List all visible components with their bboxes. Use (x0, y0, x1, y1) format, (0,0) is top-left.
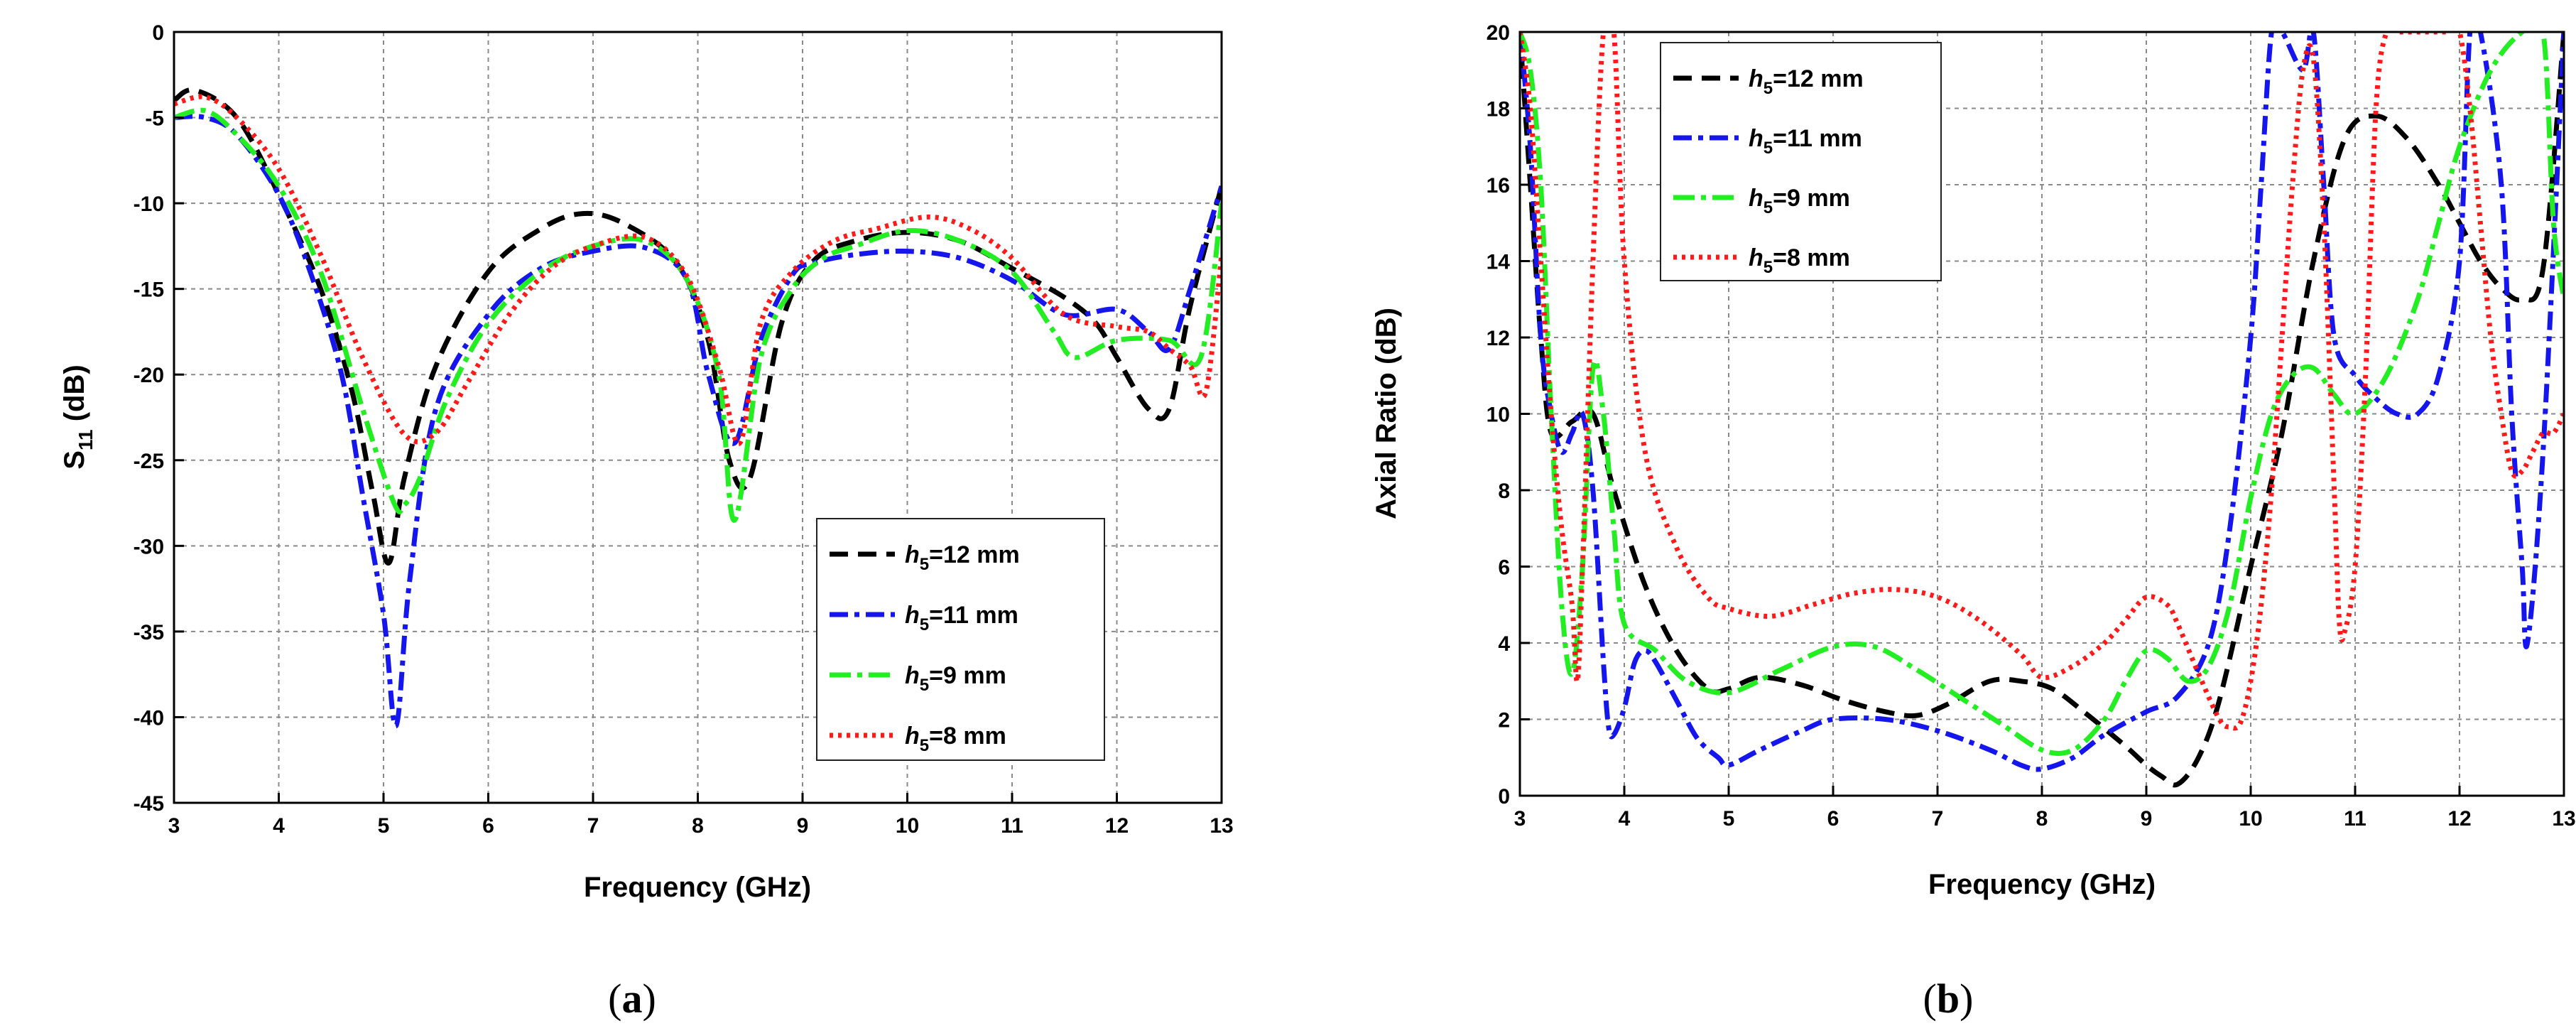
panel-b-x-tick-label: 5 (1723, 807, 1735, 831)
panel-a-caption: (a) (608, 975, 656, 1022)
panel-a-x-tick-label: 3 (168, 814, 180, 838)
panel-b-series-line-1 (1520, 32, 2564, 788)
panel-b-y-tick-label: 2 (1498, 709, 1510, 732)
panel-b-x-tick-label: 13 (2552, 807, 2575, 831)
panel-b-x-tick-label: 11 (2344, 807, 2366, 831)
panel-b-series-line-2 (1520, 32, 2564, 772)
panel-b-y-tick-label: 0 (1498, 785, 1510, 808)
panel-b-x-tick-label: 10 (2239, 807, 2262, 831)
panel-b-series-line-3 (1520, 32, 2564, 757)
panel-b-x-tick-label: 8 (2036, 807, 2048, 831)
panel-b-x-tick-label: 3 (1514, 807, 1526, 831)
panel-a-legend-box (816, 518, 1105, 761)
panel-b-y-tick-label: 12 (1487, 327, 1510, 350)
panel-a-y-tick-label: -10 (134, 193, 164, 216)
panel-a-x-tick-label: 13 (1210, 814, 1233, 838)
panel-a-y-tick-label: -25 (134, 450, 164, 473)
panel-a-y-tick-label: -35 (134, 621, 164, 644)
panel-b-caption: (b) (1923, 975, 1974, 1022)
panel-b-axial-ratio-chart: 3 4 5 6 7 8 9 10 11 12 13 0 2 4 6 8 10 12 14 16 18 20 Frequen… (1371, 21, 2576, 1022)
panel-a-series-line-2 (174, 114, 1222, 729)
panel-a-y-tick-label: 0 (152, 21, 164, 45)
panel-a-x-tick-label: 10 (896, 814, 919, 838)
panel-b-series (1520, 32, 2564, 788)
panel-a-x-tick-label: 12 (1105, 814, 1129, 838)
panel-a-legend-label: h5=12 mm (905, 541, 1020, 574)
panel-b-y-tick-label: 18 (1487, 98, 1510, 121)
panel-a-series-line-4 (174, 94, 1222, 446)
panel-b-y-tick-label: 4 (1498, 632, 1510, 656)
panel-a-legend-label: h5=11 mm (905, 602, 1018, 634)
panel-a-y-tick-label: -20 (134, 364, 164, 387)
panel-a-x-tick-label: 8 (692, 814, 704, 838)
panel-a-x-tick-label: 9 (797, 814, 809, 838)
panel-a-y-tick-label: -5 (145, 107, 164, 131)
panel-b-y-tick-label: 8 (1498, 480, 1510, 503)
panel-b-legend-label: h5=12 mm (1749, 65, 1864, 98)
panel-a-y-tick-label: -45 (134, 792, 164, 816)
panel-b-series-line-4 (1520, 32, 2564, 731)
panel-a-legend-label: h5=9 mm (905, 662, 1006, 695)
panel-a-y-tick-label: -40 (134, 706, 164, 730)
panel-b-x-tick-label: 7 (1932, 807, 1944, 831)
panel-b-y-tick-label: 6 (1498, 556, 1510, 580)
panel-a-s11-chart: 3 4 5 6 7 8 9 10 11 12 13 0 -5 -10 -15 -20 -25 -30 -35 -40 -… (59, 21, 1234, 1022)
panel-b-legend-label: h5=9 mm (1749, 185, 1850, 217)
panel-a-legend-label: h5=8 mm (905, 723, 1006, 755)
panel-b-legend-box (1660, 42, 1942, 281)
panel-a-x-tick-label: 7 (587, 814, 599, 838)
panel-b-x-tick-label: 6 (1827, 807, 1839, 831)
panel-a-y-tick-label: -15 (134, 278, 164, 302)
panel-b-y-tick-label: 20 (1487, 21, 1510, 45)
panel-a-y-tick-label: -30 (134, 535, 164, 558)
panel-b-x-tick-label: 9 (2141, 807, 2153, 831)
panel-b-legend-label: h5=11 mm (1749, 125, 1862, 158)
panel-b-x-tick-label: 4 (1619, 807, 1631, 831)
panel-a-x-tick-label: 5 (378, 814, 390, 838)
panel-b-y-axis-label: Axial Ratio (dB) (1371, 308, 1402, 519)
panel-b-y-tick-label: 14 (1487, 251, 1511, 274)
panel-b-y-tick-label: 10 (1487, 404, 1510, 427)
panel-a-legend: h5=12 mm h5=11 mm h5=9 mm h5=8 mm (816, 518, 1105, 761)
panel-a-x-axis-label: Frequency (GHz) (584, 872, 811, 903)
panel-b-ticks: 3 4 5 6 7 8 9 10 11 12 13 0 2 4 6 8 10 12 14 16 18 20 (1487, 21, 2576, 831)
panel-b-legend-label: h5=8 mm (1749, 244, 1850, 277)
panel-a-series (174, 87, 1222, 729)
panel-b-x-tick-label: 12 (2447, 807, 2471, 831)
panel-a-series-line-3 (174, 107, 1222, 523)
panel-b-legend: h5=12 mm h5=11 mm h5=9 mm h5=8 mm (1660, 42, 1942, 281)
panel-a-ticks: 3 4 5 6 7 8 9 10 11 12 13 0 -5 -10 -15 -20 -25 -30 -35 -40 -… (134, 21, 1234, 838)
panel-a-x-tick-label: 4 (273, 814, 285, 838)
panel-a-x-tick-label: 11 (1001, 814, 1023, 838)
panel-a-y-axis-label: S11 (dB) (59, 364, 97, 469)
panel-b-x-axis-label: Frequency (GHz) (1928, 869, 2156, 900)
panel-a-x-tick-label: 6 (482, 814, 494, 838)
panel-b-y-tick-label: 16 (1487, 174, 1510, 198)
